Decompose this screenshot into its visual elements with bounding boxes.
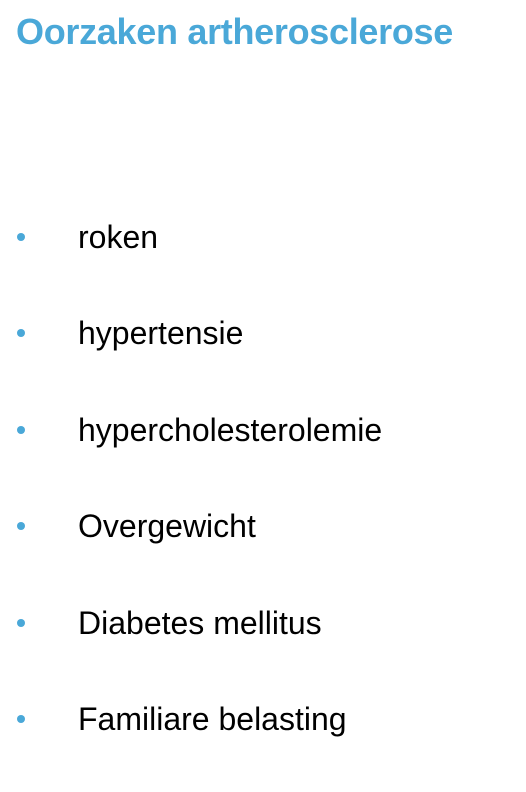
bullet-text: hypertensie (78, 315, 244, 352)
bullet-dot-icon (17, 618, 25, 627)
list-item: hypercholesterolemie (0, 407, 526, 503)
list-item: hypertensie (0, 310, 526, 406)
list-item: Diabetes mellitus (0, 600, 526, 696)
bullet-dot-icon (17, 425, 25, 434)
list-item: Familiare belasting (0, 696, 526, 792)
bullet-text: Overgewicht (78, 508, 256, 545)
slide-title: Oorzaken artherosclerose (16, 11, 453, 52)
slide: Oorzaken artherosclerose roken hypertens… (16, 11, 454, 737)
list-item: roken (0, 214, 526, 310)
bullet-dot-icon (17, 714, 25, 723)
bullet-text: Familiare belasting (78, 700, 347, 737)
bullet-list: roken hypertensie hypercholesterolemie O… (0, 214, 526, 792)
bullet-dot-icon (17, 233, 25, 241)
bullet-text: roken (78, 219, 159, 255)
bullet-dot-icon (17, 522, 25, 531)
bullet-dot-icon (17, 329, 25, 338)
bullet-text: hypercholesterolemie (78, 411, 383, 448)
list-item: Overgewicht (0, 503, 526, 599)
bullet-text: Diabetes mellitus (78, 604, 322, 641)
